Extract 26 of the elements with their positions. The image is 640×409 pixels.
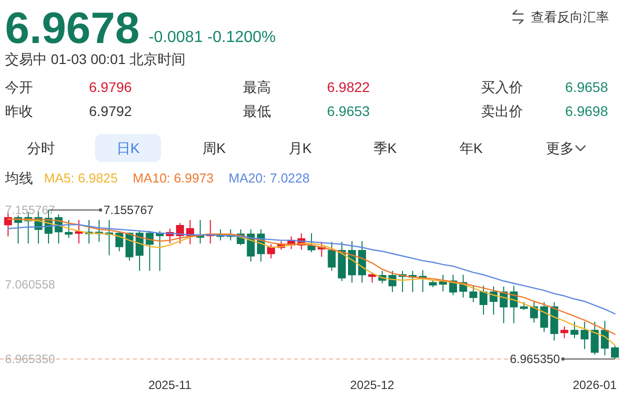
annotation: 月K <box>288 140 312 156</box>
annotation: 交易中 01-03 00:01 北京时间 <box>5 51 186 67</box>
annotation: 更多 <box>546 140 574 156</box>
annotation: 6.9698 <box>565 103 608 119</box>
annotation: 昨收 <box>5 103 33 119</box>
annotation: 卖出价 <box>481 103 523 119</box>
annotation: 6.965350 <box>510 352 560 366</box>
annotation: 周K <box>202 140 226 156</box>
annotation: 买入价 <box>481 79 523 95</box>
annotation: 季K <box>373 140 397 156</box>
annotation: 年K <box>459 140 483 156</box>
subtitle: -0.0081 -0.1200% <box>148 29 276 46</box>
annotation: 6.9658 <box>565 79 608 95</box>
annotation: 最低 <box>243 103 271 119</box>
annotation: 6.9822 <box>327 79 370 95</box>
annotation: 6.9792 <box>89 103 132 119</box>
annotation: 6.9653 <box>327 103 370 119</box>
annotation: 最高 <box>243 79 271 95</box>
legend-title: 均线 <box>5 170 33 186</box>
annotation: 查看反向汇率 <box>531 10 609 24</box>
annotation: 今开 <box>5 79 33 95</box>
annotation: 7.155767 <box>104 203 154 217</box>
annotation: 6.9796 <box>89 79 132 95</box>
annotation: 分时 <box>27 140 55 156</box>
title: 6.9678 <box>5 4 140 53</box>
annotation: 日K <box>116 140 140 156</box>
